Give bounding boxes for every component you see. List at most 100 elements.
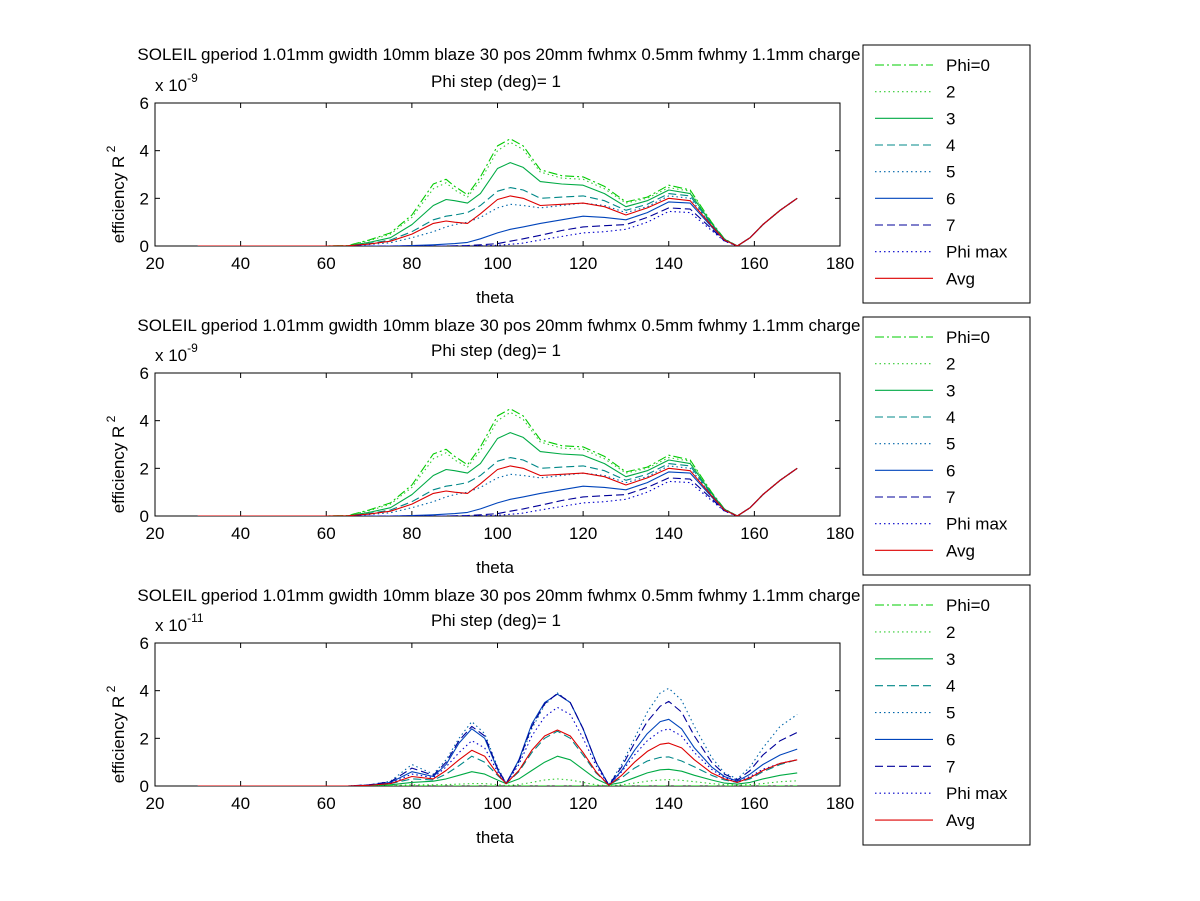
y-tick-label: 0 xyxy=(140,777,149,796)
x-tick-label: 80 xyxy=(402,254,421,273)
legend-entry-7: 7 xyxy=(946,216,955,235)
x-tick-label: 180 xyxy=(826,794,854,813)
chart-panel-3: SOLEIL gperiod 1.01mm gwidth 10mm blaze … xyxy=(104,584,1031,847)
x-axis-label: theta xyxy=(476,558,514,577)
legend-entry-2: 2 xyxy=(946,83,955,102)
x-tick-label: 120 xyxy=(569,794,597,813)
legend-entry-5: 5 xyxy=(946,435,955,454)
x-tick-label: 140 xyxy=(655,794,683,813)
legend-box xyxy=(862,316,1031,576)
legend-box xyxy=(862,44,1031,304)
series-line-7 xyxy=(197,467,798,516)
x-axis-label: theta xyxy=(476,288,514,307)
legend-entry-3: 3 xyxy=(946,650,955,669)
y-axis-label: efficiency R 2 xyxy=(104,685,128,783)
x-tick-label: 80 xyxy=(402,524,421,543)
legend-entry-8: Phi max xyxy=(946,515,1008,534)
x-axis-label: theta xyxy=(476,828,514,847)
series-line-5 xyxy=(197,687,798,786)
x-tick-label: 160 xyxy=(740,794,768,813)
y-tick-label: 6 xyxy=(140,94,149,113)
y-tick-label: 4 xyxy=(140,412,149,431)
chart-subtitle: Phi step (deg)= 1 xyxy=(431,611,561,630)
legend-entry-8: Phi max xyxy=(946,243,1008,262)
legend-entry-4: 4 xyxy=(946,136,955,155)
series-line-7 xyxy=(197,197,798,246)
legend-entry-4: 4 xyxy=(946,677,955,696)
chart-subtitle: Phi step (deg)= 1 xyxy=(431,72,561,91)
y-tick-label: 4 xyxy=(140,142,149,161)
y-axis-label: efficiency R 2 xyxy=(104,415,128,513)
y-tick-label: 6 xyxy=(140,634,149,653)
legend-entry-9: Avg xyxy=(946,269,975,288)
legend: Phi=0 2 3 4 5 6 7 Phi max Avg xyxy=(862,44,1031,304)
legend-entry-6: 6 xyxy=(946,461,955,480)
series-line-8 xyxy=(197,706,798,786)
x-tick-label: 80 xyxy=(402,794,421,813)
x-tick-label: 100 xyxy=(483,524,511,543)
y-tick-label: 2 xyxy=(140,729,149,748)
chart-panel-2: SOLEIL gperiod 1.01mm gwidth 10mm blaze … xyxy=(104,316,1031,577)
chart-subtitle: Phi step (deg)= 1 xyxy=(431,341,561,360)
legend-entry-9: Avg xyxy=(946,541,975,560)
y-multiplier: x 10-11 xyxy=(155,611,204,635)
x-tick-label: 120 xyxy=(569,254,597,273)
legend-entry-1: Phi=0 xyxy=(946,56,990,75)
x-tick-label: 40 xyxy=(231,794,250,813)
legend-entry-3: 3 xyxy=(946,381,955,400)
series-line-9 xyxy=(197,195,798,246)
x-tick-label: 100 xyxy=(483,794,511,813)
legend-entry-6: 6 xyxy=(946,189,955,208)
legend-entry-4: 4 xyxy=(946,408,955,427)
chart-title: SOLEIL gperiod 1.01mm gwidth 10mm blaze … xyxy=(137,586,962,605)
chart-title: SOLEIL gperiod 1.01mm gwidth 10mm blaze … xyxy=(137,45,962,64)
x-tick-label: 20 xyxy=(146,524,165,543)
legend: Phi=0 2 3 4 5 6 7 Phi max Avg xyxy=(862,584,1031,846)
x-tick-label: 120 xyxy=(569,524,597,543)
x-tick-label: 60 xyxy=(317,794,336,813)
legend: Phi=0 2 3 4 5 6 7 Phi max Avg xyxy=(862,316,1031,576)
x-tick-label: 160 xyxy=(740,254,768,273)
legend-box xyxy=(862,584,1031,846)
legend-entry-1: Phi=0 xyxy=(946,328,990,347)
y-tick-label: 6 xyxy=(140,364,149,383)
series-group xyxy=(197,687,798,786)
x-tick-label: 140 xyxy=(655,254,683,273)
x-tick-label: 40 xyxy=(231,254,250,273)
x-tick-label: 20 xyxy=(146,254,165,273)
x-tick-label: 180 xyxy=(826,524,854,543)
y-tick-label: 0 xyxy=(140,237,149,256)
x-tick-label: 60 xyxy=(317,254,336,273)
y-tick-label: 0 xyxy=(140,507,149,526)
chart-panel-1: SOLEIL gperiod 1.01mm gwidth 10mm blaze … xyxy=(104,44,1031,307)
legend-entry-6: 6 xyxy=(946,730,955,749)
x-tick-label: 180 xyxy=(826,254,854,273)
y-tick-label: 4 xyxy=(140,682,149,701)
legend-entry-2: 2 xyxy=(946,355,955,374)
legend-entry-2: 2 xyxy=(946,623,955,642)
x-tick-label: 140 xyxy=(655,524,683,543)
series-line-9 xyxy=(197,729,798,786)
x-tick-label: 100 xyxy=(483,254,511,273)
y-tick-label: 2 xyxy=(140,459,149,478)
y-multiplier: x 10-9 xyxy=(155,341,198,365)
series-line-9 xyxy=(197,465,798,516)
y-multiplier: x 10-9 xyxy=(155,71,198,95)
legend-entry-5: 5 xyxy=(946,163,955,182)
legend-entry-8: Phi max xyxy=(946,784,1008,803)
legend-entry-5: 5 xyxy=(946,704,955,723)
series-group xyxy=(197,408,798,516)
legend-entry-7: 7 xyxy=(946,757,955,776)
y-tick-label: 2 xyxy=(140,189,149,208)
legend-entry-3: 3 xyxy=(946,109,955,128)
x-tick-label: 60 xyxy=(317,524,336,543)
legend-entry-9: Avg xyxy=(946,811,975,830)
series-line-2 xyxy=(197,778,798,786)
legend-entry-1: Phi=0 xyxy=(946,596,990,615)
y-axis-label: efficiency R 2 xyxy=(104,145,128,243)
series-line-3 xyxy=(197,755,798,786)
series-group xyxy=(197,138,798,246)
series-line-6 xyxy=(197,693,798,786)
chart-title: SOLEIL gperiod 1.01mm gwidth 10mm blaze … xyxy=(137,316,962,335)
